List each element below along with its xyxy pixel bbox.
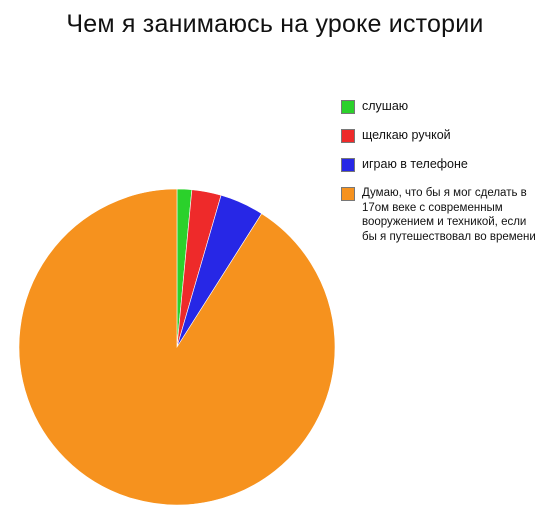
- chart-title: Чем я занимаюсь на уроке истории: [66, 10, 484, 38]
- legend-item-listening: слушаю: [341, 99, 546, 115]
- pie-slice-time-travel: [18, 188, 336, 506]
- legend-label-clicking-pen: щелкаю ручкой: [362, 128, 451, 142]
- legend-item-time-travel: Думаю, что бы я мог сделать в 17ом веке …: [341, 186, 546, 244]
- legend-label-listening: слушаю: [362, 99, 409, 113]
- legend-item-clicking-pen: щелкаю ручкой: [341, 128, 546, 144]
- legend-swatch-listening: [341, 100, 355, 114]
- legend-label-phone: играю в телефоне: [362, 157, 468, 171]
- legend: слушаю щелкаю ручкой играю в телефоне Ду…: [341, 99, 546, 257]
- legend-swatch-time-travel: [341, 187, 355, 201]
- legend-item-phone: играю в телефоне: [341, 157, 546, 173]
- legend-label-time-travel: Думаю, что бы я мог сделать в 17ом веке …: [362, 187, 536, 243]
- legend-swatch-phone: [341, 158, 355, 172]
- legend-swatch-clicking-pen: [341, 129, 355, 143]
